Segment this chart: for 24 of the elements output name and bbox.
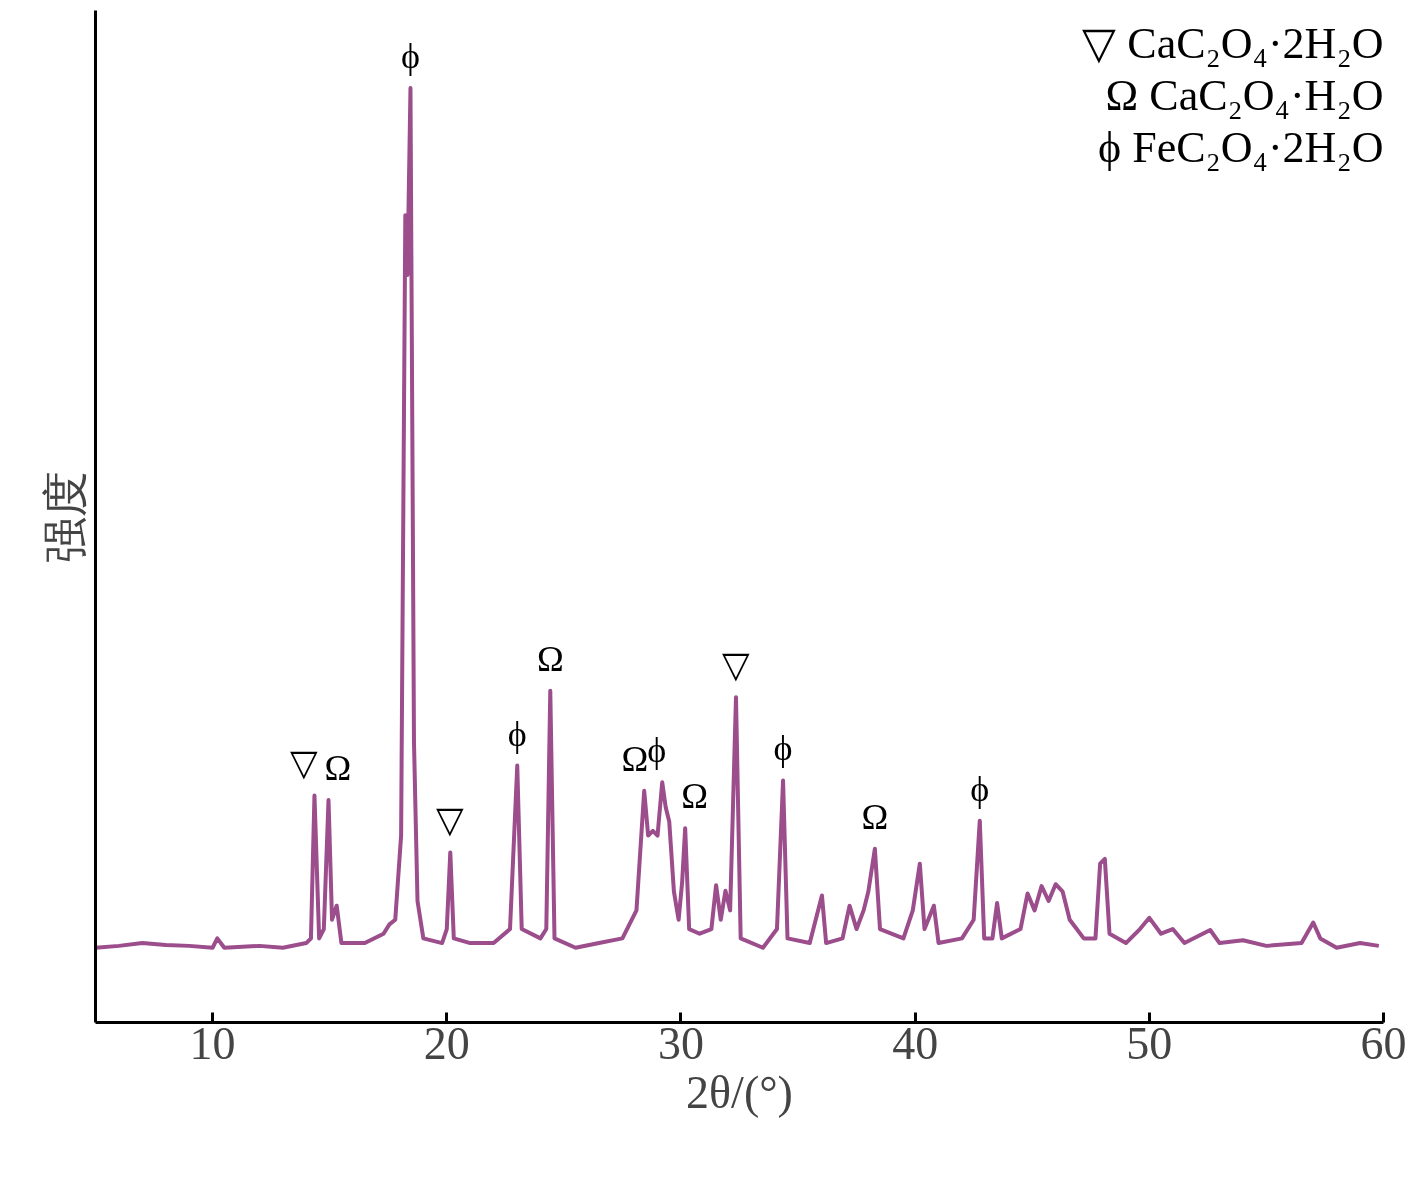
annotation: ▽ bbox=[290, 743, 319, 784]
x-tick-label: 60 bbox=[1360, 1017, 1407, 1069]
annotation: ϕ bbox=[647, 730, 667, 771]
annotation: Ω bbox=[324, 748, 352, 789]
text: ▽ CaC₂O₄·2H₂O bbox=[1082, 18, 1384, 68]
annotation: Ω bbox=[621, 738, 649, 779]
y-axis-title: 强度 bbox=[39, 470, 91, 563]
annotation: ϕ bbox=[970, 768, 990, 809]
x-tick-label: 50 bbox=[1126, 1017, 1173, 1069]
annotation: ϕ bbox=[507, 713, 527, 754]
annotation: ϕ FeC₂O₄·2H₂O bbox=[1097, 122, 1384, 172]
annotation: Ω bbox=[861, 796, 889, 837]
x-tick-label: 20 bbox=[423, 1017, 470, 1069]
annotation: Ω CaC₂O₄·H₂O bbox=[1105, 70, 1384, 120]
x-tick-label: 10 bbox=[189, 1017, 236, 1069]
annotation: Ω bbox=[681, 776, 708, 817]
annotation: ϕ bbox=[773, 728, 793, 769]
x-axis-title: 2θ/(°) bbox=[686, 1066, 793, 1118]
annotation: ▽ bbox=[436, 800, 465, 841]
x-tick-label: 30 bbox=[657, 1017, 704, 1069]
annotation: ▽ bbox=[721, 645, 750, 686]
x-tick-label: 40 bbox=[892, 1017, 939, 1069]
annotation: Ω bbox=[536, 638, 564, 679]
annotation: ϕ bbox=[401, 36, 420, 77]
